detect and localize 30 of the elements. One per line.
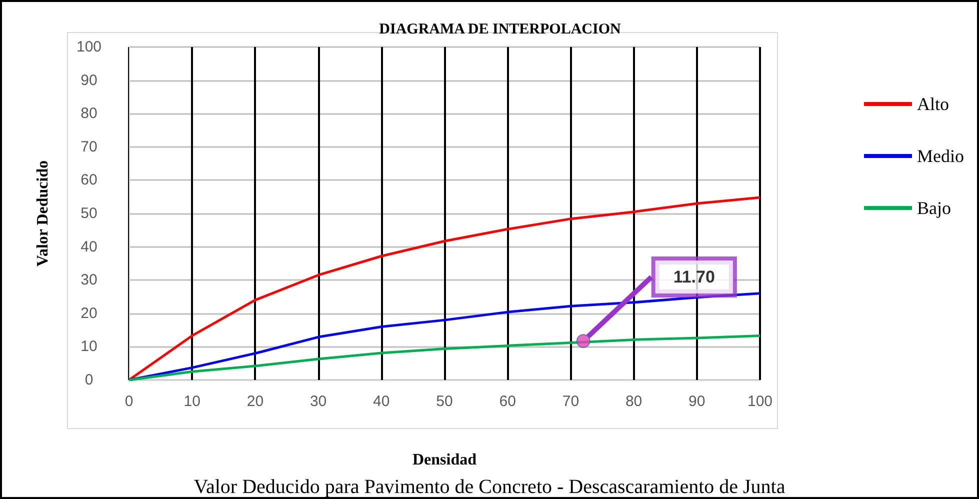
- y-tick-label: 0: [84, 372, 94, 388]
- y-tick-label: 30: [80, 272, 98, 289]
- y-tick-label: 90: [80, 72, 98, 89]
- x-tick-label: 50: [436, 393, 453, 410]
- y-tick-label: 20: [80, 304, 98, 322]
- x-tick-label: 90: [688, 393, 706, 410]
- legend-label: Bajo: [917, 198, 952, 218]
- x-tick-label: 70: [562, 393, 580, 410]
- y-tick-label: 50: [80, 205, 98, 222]
- x-tick-label: 20: [246, 393, 264, 410]
- x-tick-label: 30: [310, 393, 327, 410]
- x-tick-label: 100: [747, 393, 773, 410]
- chart-title: DIAGRAMA DE INTERPOLACION: [379, 22, 622, 38]
- x-tick-label: 40: [373, 393, 390, 410]
- x-tick-label: 0: [124, 393, 134, 410]
- x-tick-label: 60: [499, 393, 516, 410]
- y-tick-label: 80: [80, 105, 98, 122]
- y-tick-label: 60: [80, 172, 98, 189]
- legend-label: Medio: [917, 146, 964, 166]
- y-axis-title: Valor Deducido: [34, 160, 52, 267]
- x-tick-label: 80: [625, 393, 642, 410]
- y-tick-label: 10: [80, 338, 98, 356]
- y-tick-label: 70: [80, 138, 98, 156]
- y-tick-label: 40: [80, 238, 98, 256]
- x-axis-title: Densidad: [412, 452, 477, 468]
- x-tick-label: 10: [184, 393, 200, 410]
- legend-label: Alto: [917, 94, 950, 114]
- data-label: 11.70: [673, 268, 715, 287]
- y-tick-label: 100: [76, 38, 102, 56]
- text: Valor Deducido para Pavimento de Concreto - Descascaramiento de Junta: [194, 476, 786, 498]
